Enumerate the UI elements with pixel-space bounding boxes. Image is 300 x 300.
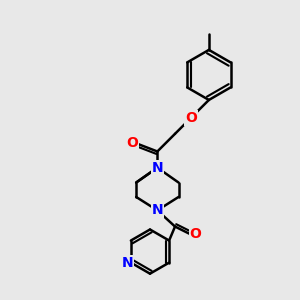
Text: O: O [185, 111, 197, 124]
Text: N: N [122, 256, 133, 270]
Text: O: O [126, 136, 138, 150]
Text: N: N [152, 161, 163, 175]
Text: O: O [190, 227, 202, 241]
Text: N: N [152, 203, 163, 218]
